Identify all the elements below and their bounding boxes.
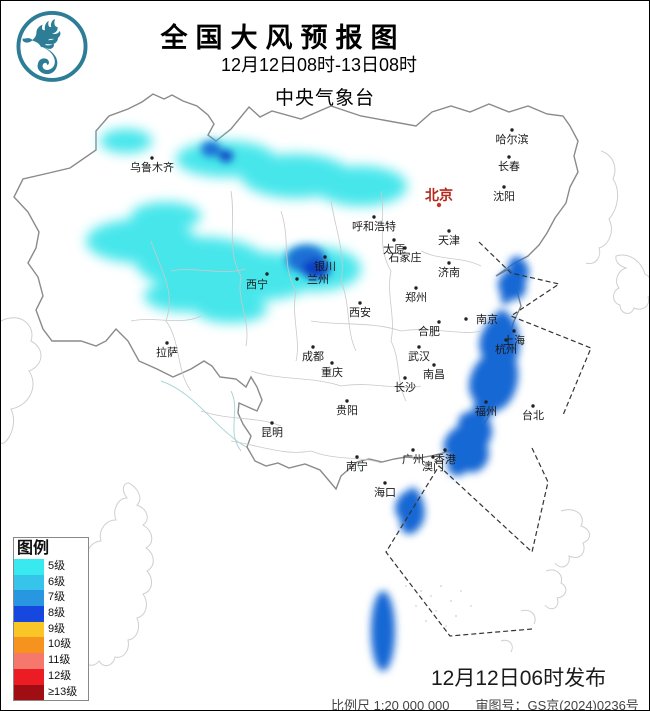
svg-text:澳门: 澳门	[422, 459, 444, 473]
svg-text:南昌: 南昌	[423, 368, 445, 381]
svg-text:昆明: 昆明	[261, 426, 283, 439]
svg-text:兰州: 兰州	[307, 273, 329, 286]
svg-text:贵阳: 贵阳	[336, 404, 358, 417]
svg-text:长春: 长春	[498, 160, 520, 173]
svg-text:合肥: 合肥	[418, 324, 440, 338]
svg-text:长沙: 长沙	[394, 381, 416, 394]
svg-text:北京: 北京	[425, 187, 453, 203]
svg-text:西宁: 西宁	[246, 277, 268, 291]
svg-text:哈尔滨: 哈尔滨	[496, 132, 529, 146]
svg-text:重庆: 重庆	[321, 365, 343, 379]
svg-text:台北: 台北	[522, 408, 544, 422]
svg-text:济南: 济南	[438, 265, 460, 279]
svg-text:拉萨: 拉萨	[156, 345, 178, 359]
svg-text:福州: 福州	[475, 404, 497, 418]
svg-text:石家庄: 石家庄	[389, 250, 422, 264]
svg-text:郑州: 郑州	[405, 290, 427, 304]
svg-text:南京: 南京	[476, 312, 498, 326]
svg-text:南宁: 南宁	[346, 459, 368, 473]
svg-text:杭州: 杭州	[495, 342, 517, 356]
svg-text:乌鲁木齐: 乌鲁木齐	[130, 160, 174, 174]
svg-text:广州: 广州	[402, 453, 424, 466]
svg-text:海口: 海口	[374, 485, 396, 499]
svg-text:银川: 银川	[314, 259, 336, 273]
svg-text:天津: 天津	[438, 234, 460, 247]
svg-text:成都: 成都	[302, 350, 324, 363]
svg-text:呼和浩特: 呼和浩特	[352, 219, 396, 233]
svg-text:西安: 西安	[349, 305, 371, 319]
svg-text:沈阳: 沈阳	[493, 189, 515, 203]
svg-text:武汉: 武汉	[408, 350, 430, 363]
